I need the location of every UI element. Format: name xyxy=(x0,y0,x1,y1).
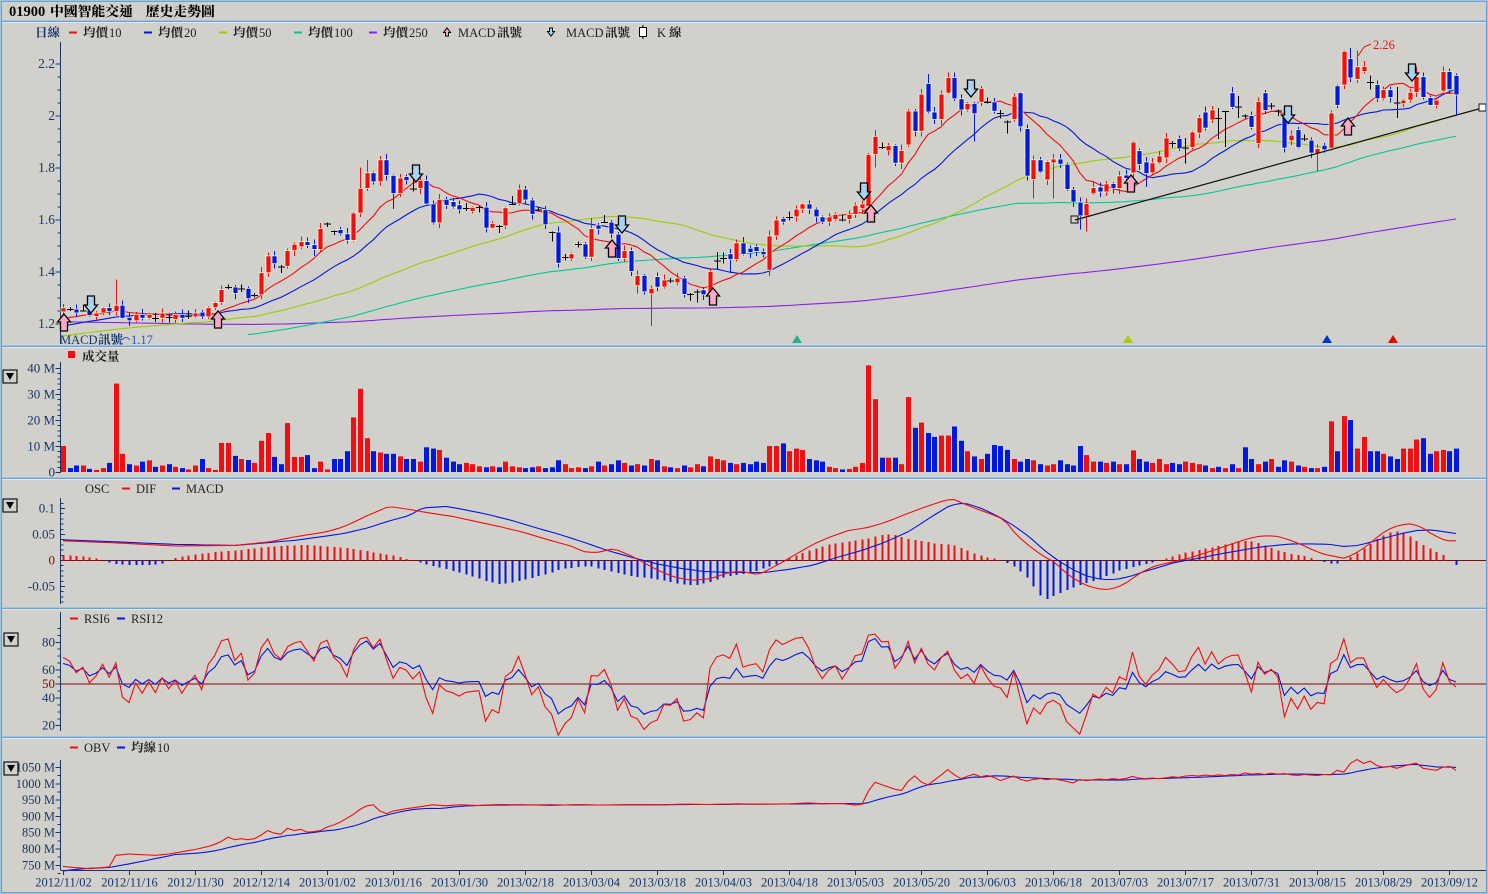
svg-text:0.1: 0.1 xyxy=(39,501,55,516)
svg-text:1050 M: 1050 M xyxy=(16,761,55,775)
svg-text:1.4: 1.4 xyxy=(38,264,55,279)
svg-text:2013/03/18: 2013/03/18 xyxy=(629,876,686,890)
svg-text:50: 50 xyxy=(259,26,272,40)
svg-text:K: K xyxy=(657,26,666,40)
svg-text:2013/07/17: 2013/07/17 xyxy=(1157,876,1214,890)
svg-text:0.05: 0.05 xyxy=(32,527,55,542)
svg-text:80: 80 xyxy=(42,634,55,649)
svg-text:2013/01/16: 2013/01/16 xyxy=(365,876,422,890)
svg-text:2013/05/20: 2013/05/20 xyxy=(893,876,950,890)
svg-text:0: 0 xyxy=(49,465,56,480)
svg-text:2012/11/16: 2012/11/16 xyxy=(101,876,157,890)
svg-text:60: 60 xyxy=(42,662,55,677)
svg-text:2013/05/03: 2013/05/03 xyxy=(827,876,884,890)
svg-text:2013/04/03: 2013/04/03 xyxy=(695,876,752,890)
svg-text:1.2: 1.2 xyxy=(38,316,55,331)
svg-text:2013/08/15: 2013/08/15 xyxy=(1289,876,1346,890)
svg-text:40: 40 xyxy=(42,690,55,705)
svg-text:0: 0 xyxy=(49,553,56,568)
svg-text:2.26: 2.26 xyxy=(1373,38,1395,52)
svg-text:50: 50 xyxy=(42,676,55,691)
svg-text:2013/02/18: 2013/02/18 xyxy=(497,876,554,890)
svg-text:30 M: 30 M xyxy=(27,387,55,402)
svg-text:1.8: 1.8 xyxy=(38,160,55,175)
svg-text:2013/01/30: 2013/01/30 xyxy=(431,876,488,890)
svg-text:OSC: OSC xyxy=(85,482,109,496)
svg-text:850 M: 850 M xyxy=(22,826,55,840)
svg-text:10 M: 10 M xyxy=(27,439,55,454)
svg-text:2013/03/04: 2013/03/04 xyxy=(563,876,621,890)
svg-text:OBV: OBV xyxy=(84,741,110,755)
svg-text:2.2: 2.2 xyxy=(38,56,55,71)
svg-text:250: 250 xyxy=(409,26,428,40)
svg-text:1.6: 1.6 xyxy=(38,212,55,227)
svg-text:MACD: MACD xyxy=(458,26,496,40)
svg-text:2012/11/02: 2012/11/02 xyxy=(35,876,91,890)
svg-text:2013/04/18: 2013/04/18 xyxy=(761,876,818,890)
svg-text:2012/12/14: 2012/12/14 xyxy=(233,876,291,890)
svg-text:800 M: 800 M xyxy=(22,842,55,856)
svg-text:2013/07/03: 2013/07/03 xyxy=(1091,876,1148,890)
svg-text:20: 20 xyxy=(184,26,197,40)
svg-text:-0.05: -0.05 xyxy=(28,579,55,594)
svg-text:2: 2 xyxy=(48,108,55,123)
svg-text:2013/09/12: 2013/09/12 xyxy=(1421,876,1478,890)
svg-text:10: 10 xyxy=(157,741,170,755)
svg-text:20 M: 20 M xyxy=(27,413,55,428)
svg-text:RSI6: RSI6 xyxy=(84,612,110,626)
svg-text:950 M: 950 M xyxy=(22,793,55,807)
svg-text:MACD: MACD xyxy=(60,333,98,347)
svg-text:01900: 01900 xyxy=(9,4,45,20)
svg-text:20: 20 xyxy=(42,718,55,733)
svg-text:900 M: 900 M xyxy=(22,809,55,823)
svg-text:2013/06/03: 2013/06/03 xyxy=(959,876,1016,890)
svg-text:MACD: MACD xyxy=(566,26,604,40)
svg-text:DIF: DIF xyxy=(136,482,156,496)
svg-text:2013/01/02: 2013/01/02 xyxy=(299,876,356,890)
svg-text:100: 100 xyxy=(334,26,353,40)
svg-text:10: 10 xyxy=(109,26,122,40)
svg-text:750 M: 750 M xyxy=(22,858,55,872)
svg-text:40 M: 40 M xyxy=(27,361,55,376)
svg-text:MACD: MACD xyxy=(186,482,224,496)
svg-text:1000 M: 1000 M xyxy=(16,777,55,791)
svg-text:1.17: 1.17 xyxy=(131,333,153,347)
svg-text:2013/06/18: 2013/06/18 xyxy=(1025,876,1082,890)
svg-text:2013/07/31: 2013/07/31 xyxy=(1223,876,1280,890)
svg-text:RSI12: RSI12 xyxy=(131,612,163,626)
svg-text:2012/11/30: 2012/11/30 xyxy=(167,876,223,890)
svg-text:2013/08/29: 2013/08/29 xyxy=(1355,876,1412,890)
